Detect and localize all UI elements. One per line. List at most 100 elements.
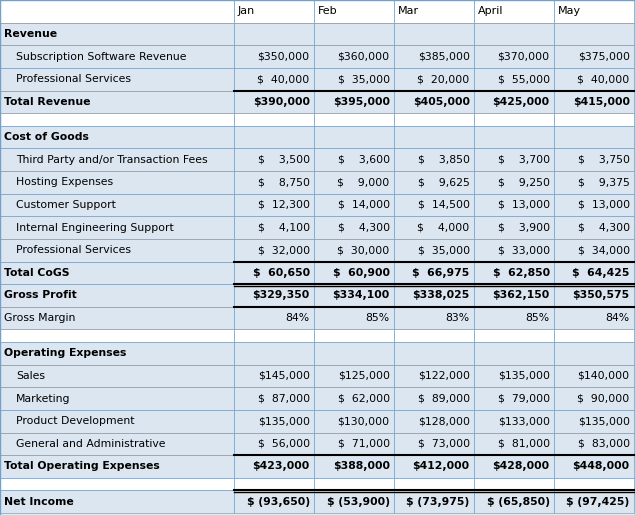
Text: Gross Profit: Gross Profit [4,290,77,300]
Text: $ (97,425): $ (97,425) [566,496,630,507]
Bar [474,433,554,455]
Bar [234,330,314,342]
Bar [554,68,634,91]
Bar [474,91,554,113]
Text: $428,000: $428,000 [493,461,550,471]
Bar [314,113,394,126]
Text: Third Party and/or Transaction Fees: Third Party and/or Transaction Fees [16,154,208,165]
Text: $350,000: $350,000 [258,52,310,62]
Text: $140,000: $140,000 [578,371,630,381]
Bar [394,171,474,194]
Bar [554,284,634,307]
Bar [234,126,314,148]
Bar [474,365,554,387]
Bar [314,0,394,23]
Bar [554,45,634,68]
Bar [314,410,394,433]
Bar [0,91,234,113]
Text: Marketing: Marketing [16,393,70,404]
Bar [0,23,234,45]
Bar [314,330,394,342]
Bar [554,307,634,330]
Bar [554,23,634,45]
Bar [0,0,234,23]
Text: $122,000: $122,000 [418,371,470,381]
Bar [474,23,554,45]
Bar [234,455,314,478]
Bar [474,490,554,513]
Text: $370,000: $370,000 [498,52,550,62]
Text: $329,350: $329,350 [253,290,310,300]
Bar [474,216,554,239]
Text: 85%: 85% [526,313,550,323]
Text: $  87,000: $ 87,000 [258,393,310,404]
Bar [314,216,394,239]
Bar [554,148,634,171]
Bar [234,365,314,387]
Bar [394,330,474,342]
Bar [234,68,314,91]
Bar [0,490,234,513]
Bar [474,126,554,148]
Bar [314,171,394,194]
Bar [554,171,634,194]
Text: $    8,750: $ 8,750 [258,177,310,187]
Bar [314,45,394,68]
Bar [554,478,634,490]
Bar [474,284,554,307]
Bar [474,307,554,330]
Text: Total Operating Expenses: Total Operating Expenses [4,461,160,471]
Bar [234,307,314,330]
Text: $  30,000: $ 30,000 [337,245,390,255]
Text: $415,000: $415,000 [573,97,630,107]
Text: $  14,500: $ 14,500 [418,200,470,210]
Bar [394,148,474,171]
Bar [0,478,234,490]
Text: $    9,375: $ 9,375 [578,177,630,187]
Text: $ (53,900): $ (53,900) [326,496,390,507]
Bar [394,262,474,284]
Bar [314,91,394,113]
Bar [234,113,314,126]
Bar [314,490,394,513]
Bar [234,45,314,68]
Bar [394,45,474,68]
Bar [394,478,474,490]
Text: Revenue: Revenue [4,29,57,39]
Bar [394,455,474,478]
Text: May: May [558,6,581,16]
Text: $    4,300: $ 4,300 [338,222,390,233]
Bar [234,433,314,455]
Text: Total Revenue: Total Revenue [4,97,91,107]
Bar [234,387,314,410]
Text: $  35,000: $ 35,000 [418,245,470,255]
Text: $128,000: $128,000 [418,416,470,426]
Text: $ (93,650): $ (93,650) [246,496,310,507]
Bar [314,126,394,148]
Text: $  83,000: $ 83,000 [578,439,630,449]
Text: $    4,300: $ 4,300 [578,222,630,233]
Bar [314,342,394,365]
Text: Feb: Feb [318,6,337,16]
Bar [474,410,554,433]
Bar [554,410,634,433]
Text: 84%: 84% [286,313,310,323]
Bar [554,0,634,23]
Bar [554,262,634,284]
Text: $  13,000: $ 13,000 [498,200,550,210]
Bar [314,387,394,410]
Bar [234,478,314,490]
Text: $448,000: $448,000 [573,461,630,471]
Text: 83%: 83% [446,313,470,323]
Bar [314,262,394,284]
Bar [234,216,314,239]
Bar [554,113,634,126]
Text: $133,000: $133,000 [498,416,550,426]
Text: $  34,000: $ 34,000 [578,245,630,255]
Text: $    9,250: $ 9,250 [498,177,550,187]
Bar [474,0,554,23]
Bar [0,307,234,330]
Bar [394,113,474,126]
Text: Subscription Software Revenue: Subscription Software Revenue [16,52,187,62]
Bar [474,239,554,262]
